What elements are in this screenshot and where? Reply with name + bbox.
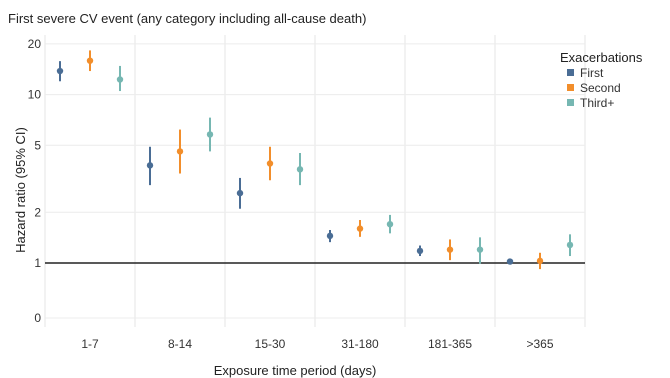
- legend-swatch: [567, 84, 574, 91]
- y-tick-label: 20: [28, 37, 42, 51]
- y-tick-label: 5: [34, 138, 41, 152]
- y-tick-label: 0: [34, 311, 41, 325]
- x-tick-label: 181-365: [428, 337, 472, 351]
- data-point: [86, 57, 94, 64]
- data-point: [386, 220, 394, 228]
- plot-area: [44, 35, 586, 327]
- data-point: [536, 257, 544, 265]
- legend-label: Second: [580, 81, 621, 95]
- data-point: [566, 241, 574, 249]
- x-tick-label: 8-14: [168, 337, 192, 351]
- data-point: [176, 148, 184, 155]
- data-point: [266, 160, 274, 167]
- x-tick-label: 15-30: [255, 337, 286, 351]
- y-tick-label: 1: [34, 256, 41, 270]
- x-axis: 1-7 8-14 15-30 31-180 181-365 >365: [81, 337, 554, 351]
- x-tick-label: 1-7: [81, 337, 99, 351]
- x-tick-label: 31-180: [341, 337, 379, 351]
- data-point: [326, 232, 334, 240]
- chart-title: First severe CV event (any category incl…: [8, 11, 366, 26]
- data-point: [446, 246, 454, 253]
- y-tick-label: 2: [34, 205, 41, 219]
- data-point: [206, 131, 214, 138]
- x-tick-label: >365: [526, 337, 553, 351]
- legend-label: Third+: [580, 96, 614, 110]
- y-tick-label: 10: [28, 88, 42, 102]
- y-axis: 0 1 2 5 10 20: [28, 37, 42, 325]
- legend-swatch: [567, 99, 574, 106]
- data-point: [116, 76, 124, 83]
- data-point: [476, 246, 484, 253]
- data-point: [56, 67, 64, 75]
- legend-swatch: [567, 69, 574, 76]
- data-marks: [56, 50, 574, 270]
- data-point: [416, 247, 424, 255]
- data-point: [356, 225, 364, 232]
- data-point: [296, 166, 304, 173]
- legend-label: First: [580, 66, 604, 80]
- data-point: [506, 258, 514, 265]
- data-point: [236, 189, 244, 197]
- x-axis-label: Exposure time period (days): [214, 363, 377, 378]
- y-axis-label: Hazard ratio (95% CI): [13, 127, 28, 253]
- data-point: [146, 162, 154, 169]
- legend-title: Exacerbations: [560, 50, 643, 65]
